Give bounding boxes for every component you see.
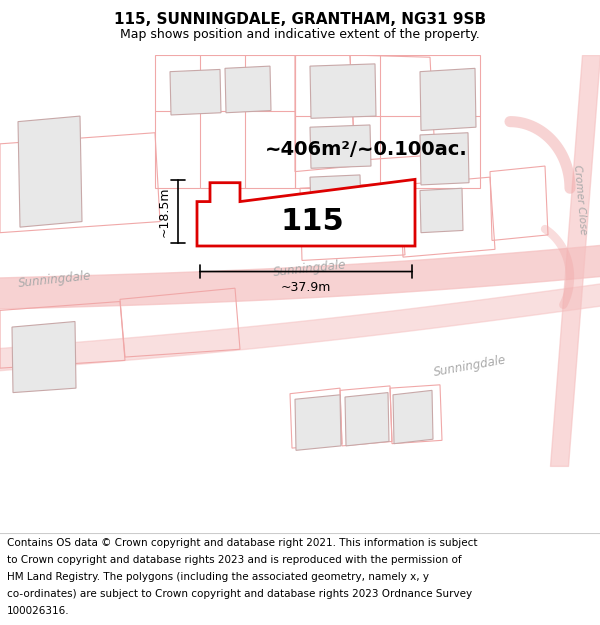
Polygon shape — [420, 68, 476, 131]
Text: ~37.9m: ~37.9m — [281, 281, 331, 294]
Polygon shape — [393, 391, 433, 444]
Polygon shape — [170, 69, 221, 115]
Text: Sunningdale: Sunningdale — [18, 269, 92, 289]
Polygon shape — [225, 66, 271, 112]
Polygon shape — [310, 64, 376, 118]
Polygon shape — [420, 188, 463, 232]
Polygon shape — [345, 392, 389, 446]
Polygon shape — [310, 125, 371, 168]
Text: Cromer Close: Cromer Close — [572, 164, 588, 235]
Text: HM Land Registry. The polygons (including the associated geometry, namely x, y: HM Land Registry. The polygons (includin… — [7, 572, 429, 582]
Text: 115, SUNNINGDALE, GRANTHAM, NG31 9SB: 115, SUNNINGDALE, GRANTHAM, NG31 9SB — [114, 12, 486, 27]
Polygon shape — [12, 321, 76, 392]
Polygon shape — [18, 116, 82, 227]
Text: Sunningdale: Sunningdale — [433, 353, 508, 379]
Text: to Crown copyright and database rights 2023 and is reproduced with the permissio: to Crown copyright and database rights 2… — [7, 555, 462, 565]
Text: Contains OS data © Crown copyright and database right 2021. This information is : Contains OS data © Crown copyright and d… — [7, 538, 478, 548]
Text: Map shows position and indicative extent of the property.: Map shows position and indicative extent… — [120, 28, 480, 41]
Text: 100026316.: 100026316. — [7, 606, 70, 616]
Text: ~406m²/~0.100ac.: ~406m²/~0.100ac. — [265, 140, 468, 159]
Text: ~18.5m: ~18.5m — [157, 186, 170, 237]
Text: 115: 115 — [280, 207, 344, 236]
Polygon shape — [420, 132, 469, 185]
Polygon shape — [295, 395, 341, 451]
Polygon shape — [197, 179, 415, 246]
Polygon shape — [310, 175, 361, 213]
Text: Sunningdale: Sunningdale — [273, 258, 347, 279]
Text: co-ordinates) are subject to Crown copyright and database rights 2023 Ordnance S: co-ordinates) are subject to Crown copyr… — [7, 589, 472, 599]
